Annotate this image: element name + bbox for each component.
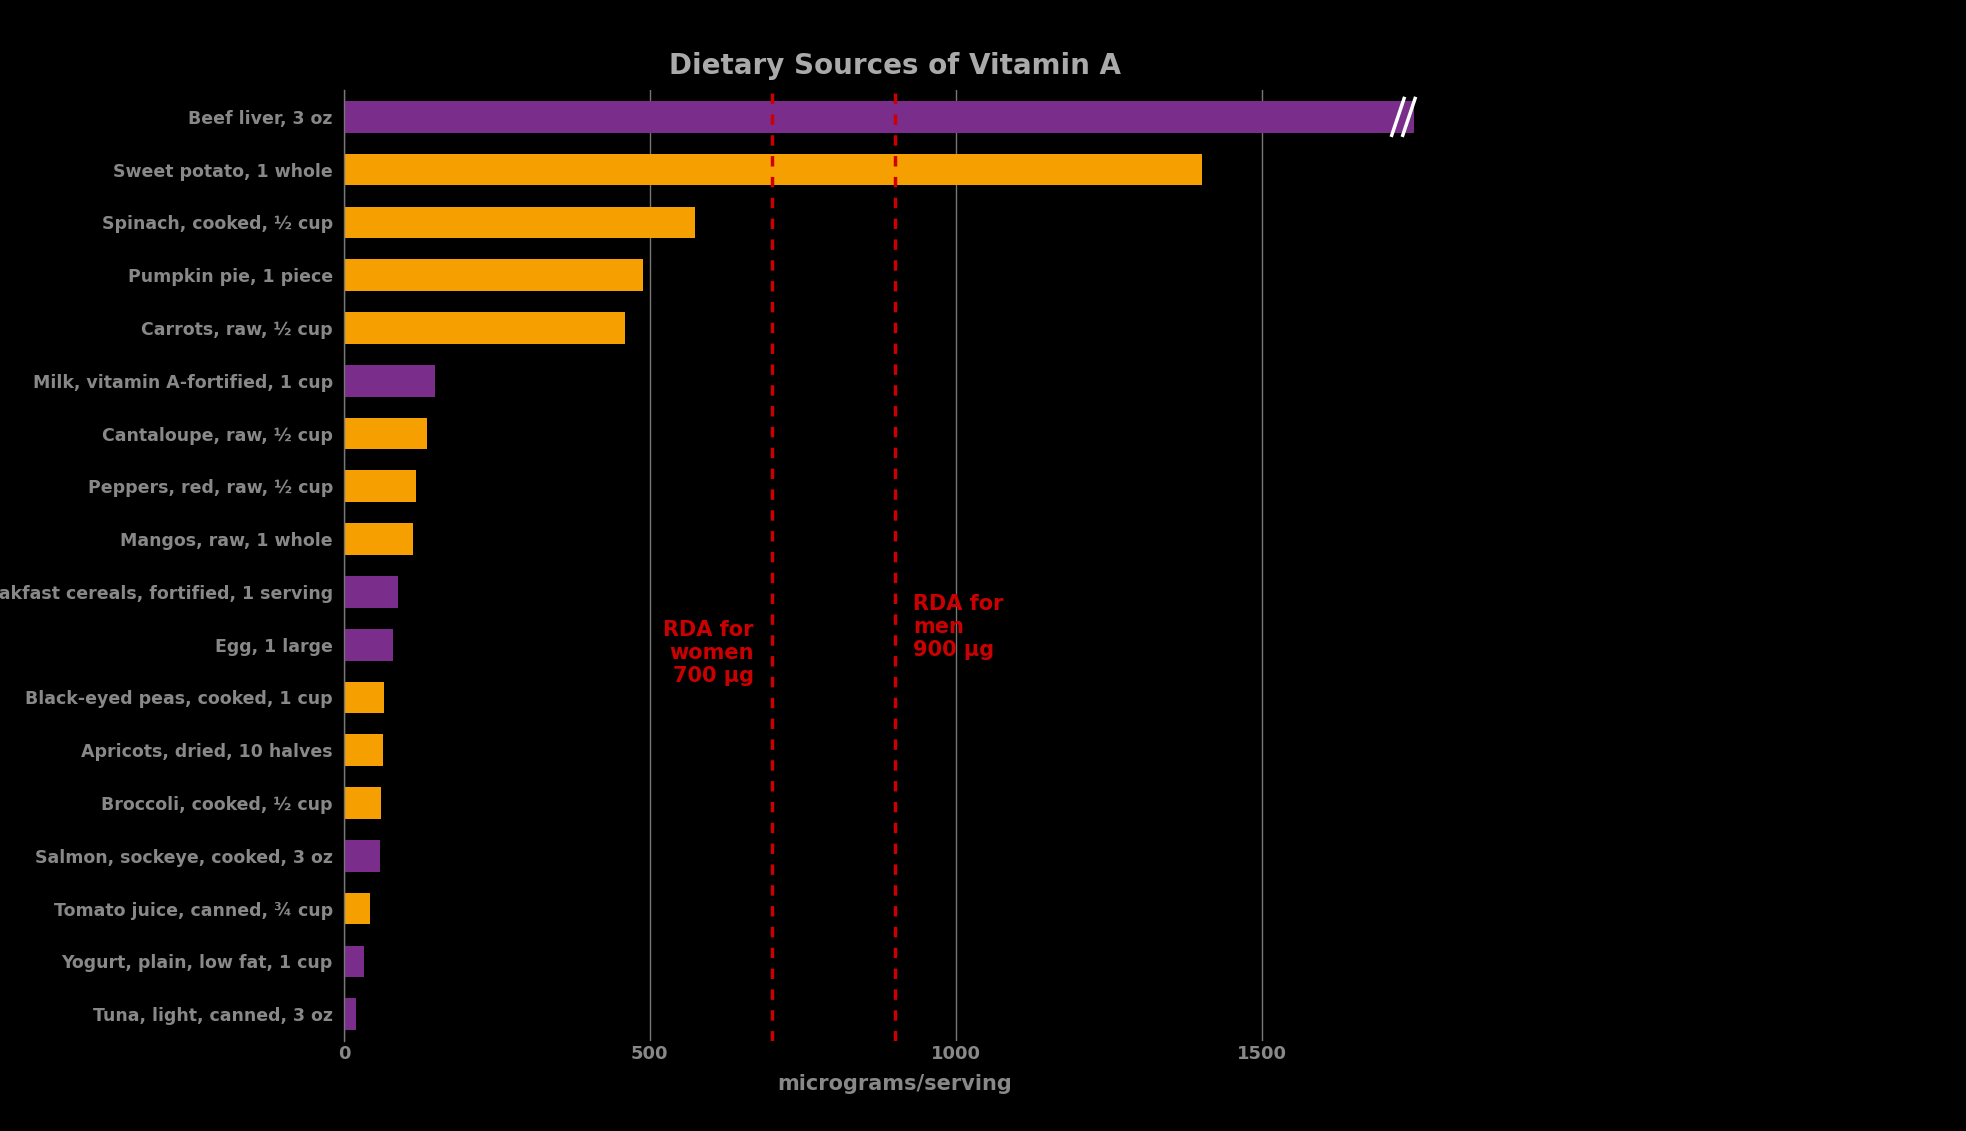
Bar	[344, 999, 356, 1030]
Bar	[344, 787, 381, 819]
Bar	[344, 576, 397, 607]
X-axis label: micrograms/serving: micrograms/serving	[777, 1074, 1012, 1095]
Bar	[344, 892, 370, 924]
Bar	[344, 365, 434, 397]
Bar	[344, 682, 385, 714]
Bar	[344, 734, 383, 766]
Text: RDA for
men
900 μg: RDA for men 900 μg	[912, 594, 1003, 659]
Bar	[344, 524, 413, 555]
Bar	[344, 417, 427, 449]
Bar	[344, 101, 1414, 132]
Bar	[344, 259, 643, 291]
Bar	[344, 946, 364, 977]
Title: Dietary Sources of Vitamin A: Dietary Sources of Vitamin A	[668, 52, 1121, 80]
Text: RDA for
women
700 μg: RDA for women 700 μg	[663, 620, 753, 687]
Bar	[344, 312, 625, 344]
Bar	[344, 840, 379, 872]
Bar	[344, 154, 1201, 185]
Bar	[344, 470, 415, 502]
Bar	[344, 629, 393, 661]
Bar	[344, 207, 694, 239]
